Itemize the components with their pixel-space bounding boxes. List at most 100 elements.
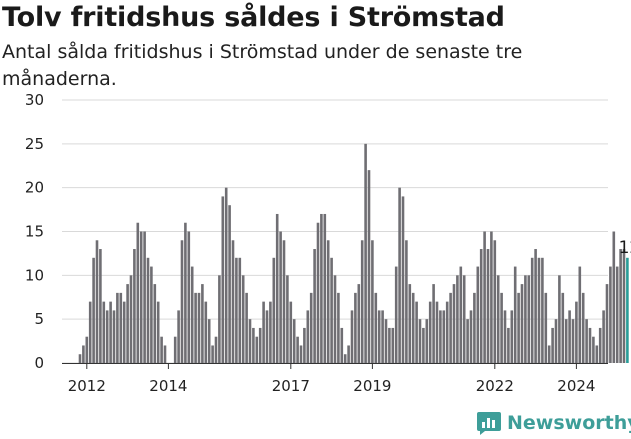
bar bbox=[578, 266, 582, 363]
x-tick-label: 2017 bbox=[272, 377, 310, 395]
bar bbox=[214, 336, 218, 363]
bar bbox=[333, 275, 337, 363]
bar bbox=[337, 292, 340, 363]
bar bbox=[296, 336, 299, 363]
y-tick-label: 25 bbox=[25, 135, 44, 153]
bar bbox=[401, 196, 405, 363]
bar bbox=[354, 292, 357, 363]
bar bbox=[139, 231, 143, 363]
bar bbox=[371, 240, 374, 363]
bar bbox=[517, 292, 520, 363]
bar bbox=[187, 231, 191, 363]
bar bbox=[575, 301, 578, 363]
bar bbox=[150, 266, 153, 363]
bar bbox=[313, 249, 316, 363]
bar bbox=[564, 319, 568, 363]
bar bbox=[143, 231, 146, 363]
bar bbox=[432, 284, 435, 363]
bar bbox=[394, 266, 398, 363]
bar bbox=[92, 257, 95, 363]
bar bbox=[622, 249, 626, 363]
y-tick-label: 20 bbox=[25, 179, 44, 197]
bar bbox=[303, 327, 306, 363]
newsworthy-logo: Newsworthy bbox=[476, 408, 631, 438]
x-tick-label: 2019 bbox=[353, 377, 391, 395]
bar bbox=[476, 266, 480, 363]
bar bbox=[156, 301, 160, 363]
bar bbox=[581, 292, 585, 363]
bar bbox=[496, 275, 500, 363]
bar bbox=[190, 266, 194, 363]
bar bbox=[184, 222, 187, 363]
bar bbox=[299, 345, 303, 363]
x-tick-label: 2014 bbox=[149, 377, 187, 395]
bar bbox=[486, 249, 490, 363]
bar bbox=[558, 275, 561, 363]
bar bbox=[609, 266, 612, 363]
bar bbox=[248, 319, 252, 363]
bar bbox=[615, 266, 619, 363]
y-tick-label: 5 bbox=[34, 310, 44, 328]
bar bbox=[95, 240, 99, 363]
bar bbox=[374, 292, 378, 363]
bar bbox=[408, 284, 412, 363]
bar bbox=[126, 284, 129, 363]
bar bbox=[357, 284, 361, 363]
bar bbox=[306, 310, 310, 363]
bar bbox=[201, 284, 204, 363]
bar bbox=[595, 345, 599, 363]
bar bbox=[524, 275, 527, 363]
bar bbox=[99, 249, 102, 363]
bar bbox=[350, 310, 354, 363]
bar bbox=[479, 249, 483, 363]
bar bbox=[405, 240, 408, 363]
bar bbox=[85, 336, 89, 363]
bar bbox=[228, 205, 231, 363]
x-tick-label: 2022 bbox=[476, 377, 514, 395]
bar bbox=[469, 310, 473, 363]
bar bbox=[598, 327, 602, 363]
bar bbox=[238, 257, 242, 363]
bar bbox=[381, 310, 384, 363]
bar bbox=[435, 301, 439, 363]
bar bbox=[231, 240, 235, 363]
bar bbox=[133, 249, 136, 363]
bar bbox=[272, 257, 276, 363]
bar bbox=[286, 275, 289, 363]
bar bbox=[534, 249, 537, 363]
bar bbox=[452, 284, 456, 363]
bar bbox=[544, 292, 548, 363]
bar bbox=[493, 240, 497, 363]
bar bbox=[456, 275, 459, 363]
bar bbox=[207, 319, 211, 363]
bar bbox=[473, 292, 476, 363]
brand-name: Newsworthy bbox=[507, 412, 631, 434]
bar bbox=[605, 284, 609, 363]
bar bbox=[490, 231, 493, 363]
bar bbox=[102, 301, 106, 363]
value-labels: 12 bbox=[619, 238, 631, 258]
bar bbox=[326, 240, 330, 363]
bar bbox=[160, 336, 163, 363]
bar bbox=[554, 319, 558, 363]
bar bbox=[510, 310, 514, 363]
bar bbox=[612, 231, 616, 363]
bar bbox=[109, 301, 112, 363]
last-value-label: 12 bbox=[619, 238, 631, 258]
bar bbox=[316, 222, 320, 363]
bar bbox=[292, 319, 296, 363]
bar bbox=[360, 240, 364, 363]
bar bbox=[289, 301, 293, 363]
bar bbox=[377, 310, 381, 363]
bar bbox=[483, 231, 486, 363]
bar bbox=[592, 336, 595, 363]
bar bbox=[211, 345, 214, 363]
bar bbox=[275, 213, 279, 363]
x-tick-label: 2012 bbox=[68, 377, 106, 395]
bar bbox=[449, 292, 452, 363]
chart-title: Tolv fritidshus såldes i Strömstad bbox=[2, 2, 505, 33]
bar bbox=[262, 301, 265, 363]
bar bbox=[466, 319, 469, 363]
bar bbox=[530, 257, 534, 363]
bar bbox=[384, 319, 388, 363]
